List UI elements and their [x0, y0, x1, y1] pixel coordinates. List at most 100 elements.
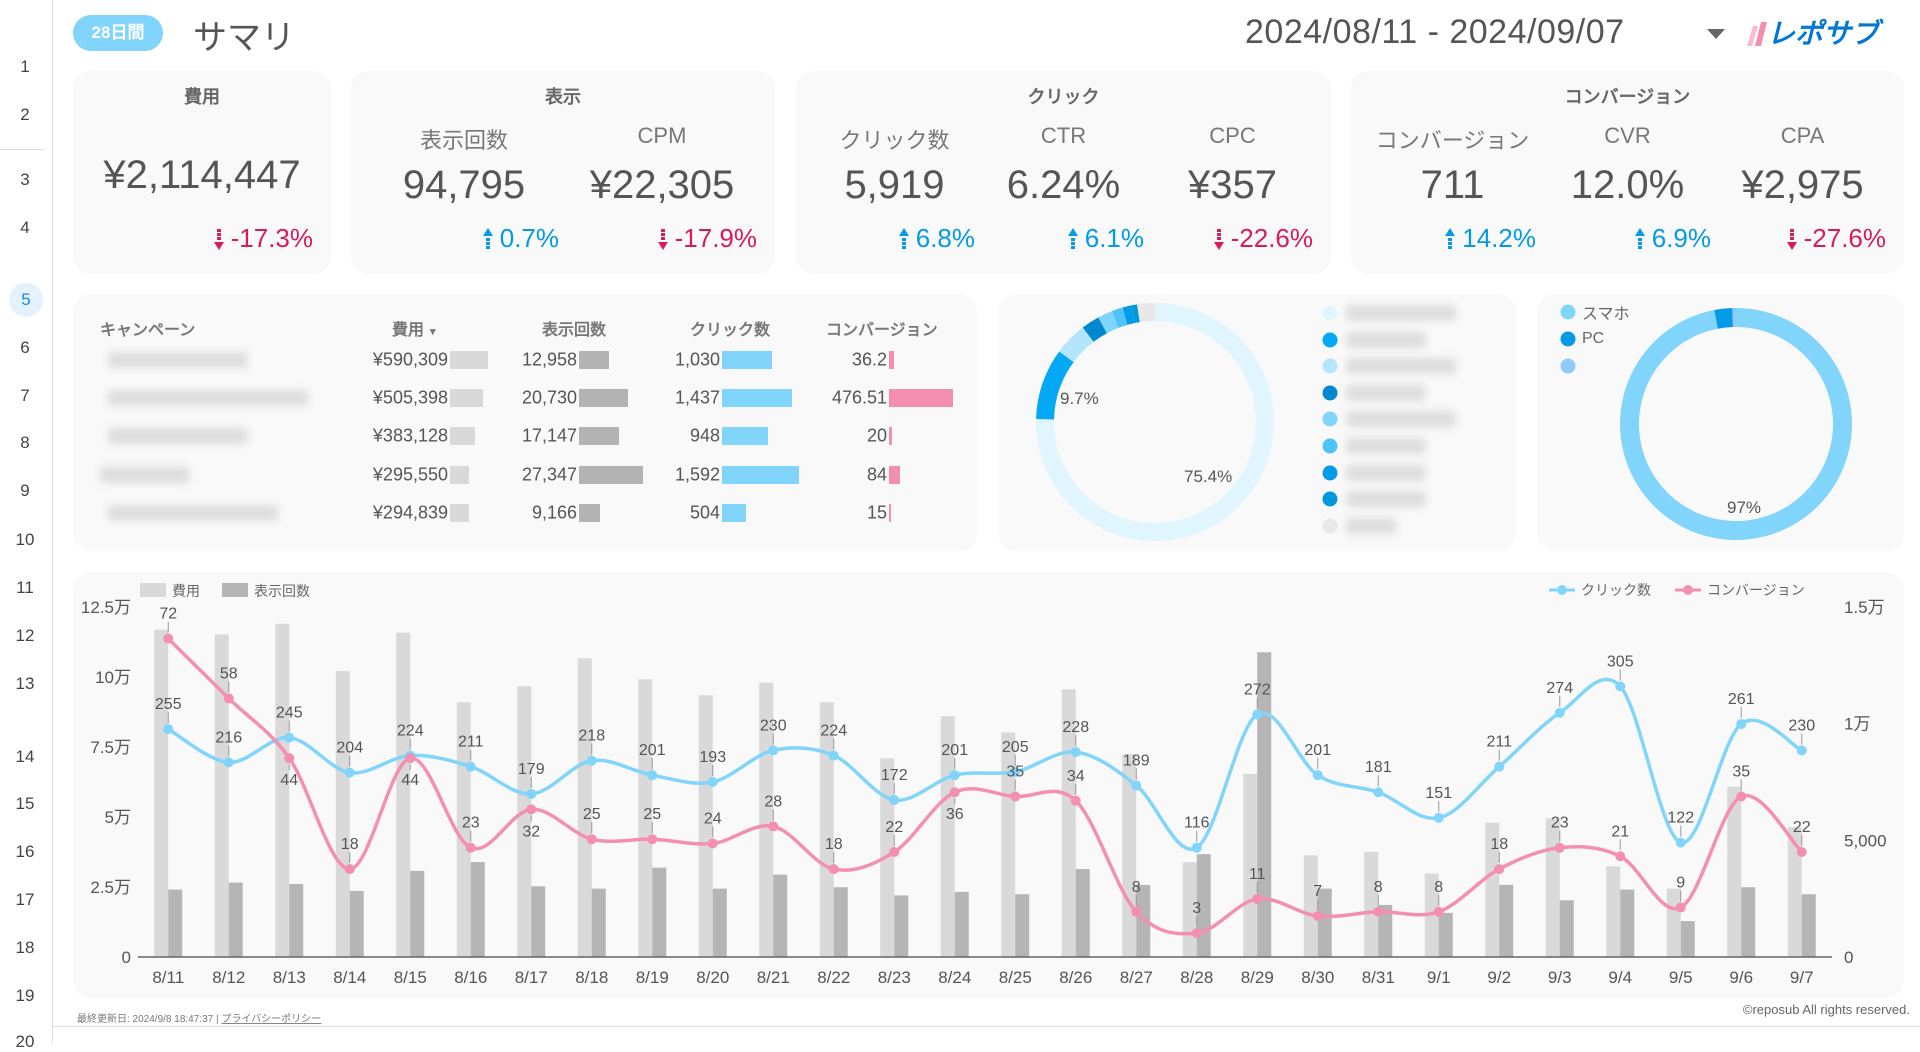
point-clicks[interactable] [284, 732, 295, 743]
row-number-7[interactable]: 7 [20, 386, 30, 405]
point-conversions[interactable] [284, 753, 295, 764]
point-conversions[interactable] [405, 753, 416, 764]
point-clicks[interactable] [586, 755, 597, 766]
row-number-2[interactable]: 2 [20, 105, 30, 124]
bar-cost[interactable] [335, 671, 350, 957]
bar-impressions[interactable] [1741, 887, 1756, 957]
point-conversions[interactable] [1010, 791, 1021, 802]
point-conversions[interactable] [1675, 902, 1686, 913]
legend-label-redacted[interactable] [1346, 358, 1456, 375]
point-conversions[interactable] [949, 787, 960, 798]
point-clicks[interactable] [526, 788, 537, 799]
point-conversions[interactable] [768, 821, 779, 832]
point-conversions[interactable] [889, 847, 900, 857]
legend-dot[interactable] [1560, 304, 1576, 320]
legend-dot[interactable] [1322, 385, 1338, 401]
point-conversions[interactable] [1252, 893, 1263, 904]
point-conversions[interactable] [647, 834, 658, 845]
point-clicks[interactable] [647, 770, 658, 781]
legend-label-redacted[interactable] [1346, 491, 1426, 508]
donut-slice[interactable] [1082, 317, 1107, 342]
bar-cost[interactable] [698, 695, 713, 957]
point-clicks[interactable] [1191, 842, 1202, 853]
legend-label-redacted[interactable] [1346, 517, 1396, 534]
bar-impressions[interactable] [894, 895, 909, 957]
legend-label-redacted[interactable] [1346, 464, 1426, 481]
row-number-6[interactable]: 6 [20, 338, 30, 357]
legend-dot[interactable] [1322, 305, 1338, 321]
legend-dot[interactable] [1560, 358, 1576, 374]
point-clicks[interactable] [949, 770, 960, 781]
bar-impressions[interactable] [1559, 900, 1574, 957]
campaign-name-redacted[interactable] [108, 505, 278, 521]
bar-impressions[interactable] [1620, 889, 1635, 957]
point-clicks[interactable] [1796, 745, 1807, 756]
point-conversions[interactable] [1494, 864, 1505, 875]
point-clicks[interactable] [1736, 718, 1747, 729]
legend-dot[interactable] [1322, 438, 1338, 454]
legend-label-conversions[interactable]: コンバージョン [1707, 582, 1805, 598]
point-clicks[interactable] [1554, 707, 1565, 718]
donut-slice[interactable] [1111, 307, 1128, 328]
bar-cost[interactable] [1666, 888, 1681, 957]
legend-label-impressions[interactable]: 表示回数 [254, 583, 310, 599]
bar-cost[interactable] [1061, 689, 1076, 957]
point-conversions[interactable] [344, 864, 355, 875]
legend-label[interactable]: スマホ [1582, 306, 1630, 323]
donut-slice[interactable] [1131, 304, 1140, 324]
row-number-11[interactable]: 11 [16, 578, 34, 597]
legend-label[interactable]: PC [1582, 330, 1605, 347]
bar-cost[interactable] [638, 679, 653, 957]
point-clicks[interactable] [1675, 837, 1686, 848]
bar-impressions[interactable] [1075, 869, 1090, 957]
bar-impressions[interactable] [954, 891, 969, 957]
column-header-clicks[interactable]: クリック数 [690, 316, 770, 340]
bar-impressions[interactable] [1317, 888, 1332, 957]
bar-impressions[interactable] [773, 874, 788, 957]
point-clicks[interactable] [1252, 709, 1263, 720]
bar-cost[interactable] [1001, 732, 1016, 957]
bar-impressions[interactable] [289, 883, 304, 957]
column-header-cost[interactable]: 費用 ▾ [392, 316, 436, 340]
point-conversions[interactable] [1191, 928, 1202, 939]
bar-impressions[interactable] [591, 888, 606, 957]
donut-slice[interactable] [1714, 308, 1733, 329]
donut-slice[interactable] [1122, 305, 1135, 325]
point-clicks[interactable] [768, 745, 779, 756]
point-clicks[interactable] [344, 767, 355, 778]
bar-impressions[interactable] [228, 882, 243, 957]
legend-label-redacted[interactable] [1346, 305, 1456, 321]
row-number-3[interactable]: 3 [20, 170, 30, 189]
point-clicks[interactable] [1010, 766, 1021, 777]
bar-impressions[interactable] [652, 867, 667, 957]
bar-cost[interactable] [1485, 822, 1500, 957]
bar-cost[interactable] [154, 629, 169, 957]
bar-cost[interactable] [1545, 818, 1560, 957]
legend-label-redacted[interactable] [1346, 411, 1456, 428]
row-number-10[interactable]: 10 [15, 530, 35, 549]
donut-slice[interactable] [1137, 303, 1155, 323]
bar-impressions[interactable] [712, 888, 727, 957]
point-clicks[interactable] [889, 794, 900, 805]
point-conversions[interactable] [1796, 847, 1807, 857]
legend-label-redacted[interactable] [1346, 331, 1426, 348]
legend-dot[interactable] [1322, 491, 1338, 507]
point-conversions[interactable] [526, 804, 537, 815]
donut-slice[interactable] [1732, 308, 1736, 328]
point-clicks[interactable] [1070, 747, 1081, 758]
point-conversions[interactable] [586, 834, 597, 845]
row-number-13[interactable]: 13 [15, 674, 35, 693]
bar-impressions[interactable] [470, 862, 485, 957]
bar-cost[interactable] [1303, 855, 1318, 957]
point-conversions[interactable] [1433, 906, 1444, 917]
bar-impressions[interactable] [1257, 652, 1272, 957]
bar-impressions[interactable] [1499, 884, 1514, 957]
date-range-selector[interactable]: 2024/08/11 - 2024/09/07 [1245, 13, 1625, 51]
legend-dot[interactable] [1560, 331, 1576, 347]
bar-cost[interactable] [396, 632, 411, 957]
point-clicks[interactable] [465, 761, 476, 772]
row-number-8[interactable]: 8 [20, 433, 30, 452]
column-header-impressions[interactable]: 表示回数 [542, 316, 606, 340]
bar-impressions[interactable] [531, 886, 546, 957]
point-conversions[interactable] [223, 693, 234, 704]
